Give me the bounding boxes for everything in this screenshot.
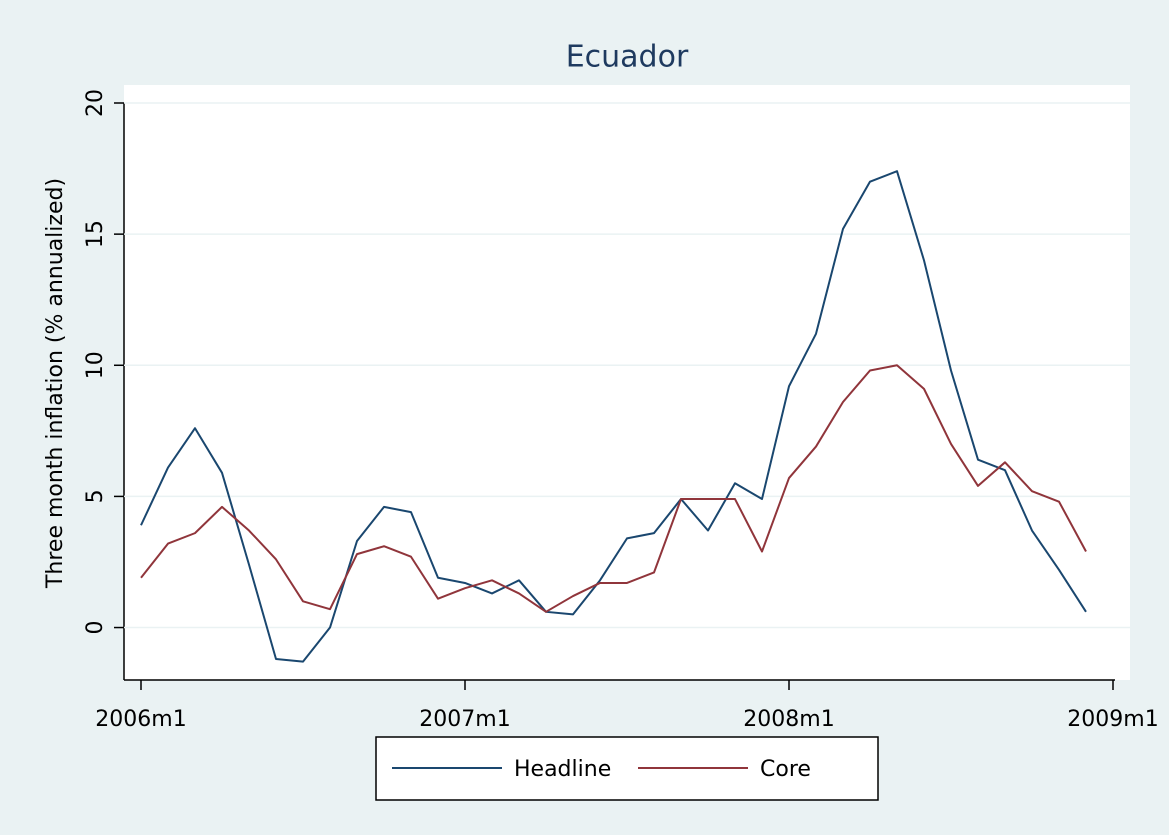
- x-tick-label: 2007m1: [419, 707, 510, 732]
- chart-title: Ecuador: [566, 40, 689, 75]
- y-tick-label: 0: [83, 621, 108, 635]
- y-tick-label: 5: [83, 489, 108, 503]
- y-axis-label: Three month inflation (% annualized): [43, 178, 68, 589]
- y-tick-label: 20: [83, 89, 108, 117]
- legend-label: Core: [760, 757, 811, 782]
- x-tick-label: 2008m1: [743, 707, 834, 732]
- y-tick-label: 15: [83, 220, 108, 248]
- data-line: [140, 364, 1087, 613]
- legend-label: Headline: [514, 757, 611, 782]
- x-tick-label: 2006m1: [95, 707, 186, 732]
- plot-area: [124, 85, 1130, 680]
- y-tick-label: 10: [83, 351, 108, 379]
- x-tick-label: 2009m1: [1067, 707, 1158, 732]
- data-line: [140, 170, 1087, 663]
